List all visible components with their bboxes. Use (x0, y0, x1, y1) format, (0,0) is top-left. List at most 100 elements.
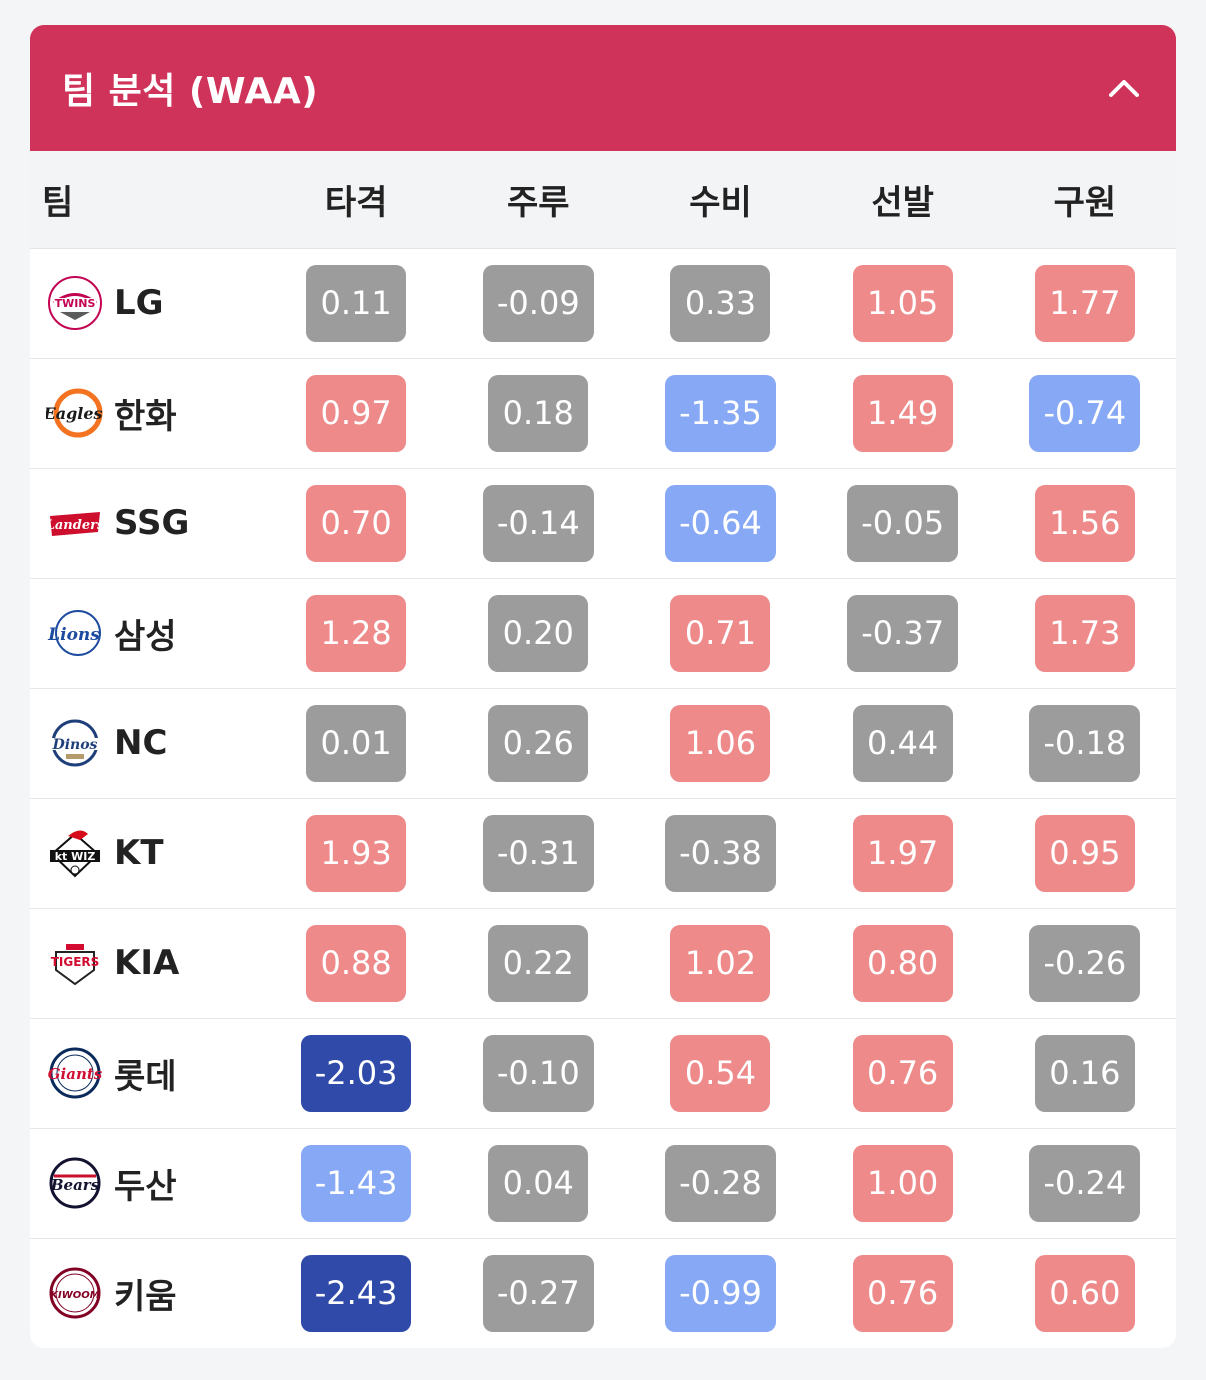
waa-value-badge: 0.26 (488, 704, 589, 782)
waa-value-badge: -0.24 (1029, 1144, 1141, 1222)
table-row: Giants 롯데 -2.03 -0.10 0.54 0.76 0.16 (30, 1018, 1176, 1128)
svg-text:Dinos: Dinos (52, 737, 98, 753)
waa-value-badge: 1.49 (852, 374, 953, 452)
team-cell: Giants 롯데 (30, 1018, 265, 1128)
batting-cell: 1.28 (265, 578, 447, 688)
svg-text:TIGERS: TIGERS (51, 955, 100, 969)
ssg-landers-logo-icon: Landers (46, 494, 104, 552)
waa-value-badge: 1.02 (670, 924, 771, 1002)
starting-cell: 0.76 (812, 1238, 994, 1348)
waa-value-badge: -0.18 (1029, 704, 1141, 782)
defense-cell: -0.38 (629, 798, 811, 908)
hanwha-eagles-logo-icon: Eagles (46, 384, 104, 442)
batting-cell: -2.43 (265, 1238, 447, 1348)
team-name: SSG (114, 503, 190, 543)
column-header-relief: 구원 (1053, 182, 1117, 223)
waa-value-badge: 0.33 (670, 264, 771, 342)
batting-cell: 0.11 (265, 248, 447, 358)
team-cell: TIGERS KIA (30, 908, 265, 1018)
starting-cell: 1.05 (812, 248, 994, 358)
table-row: TIGERS KIA 0.88 0.22 1.02 0.80 -0.26 (30, 908, 1176, 1018)
batting-cell: 0.88 (265, 908, 447, 1018)
team-name: KIA (114, 943, 180, 983)
waa-value-badge: -0.27 (482, 1254, 594, 1332)
defense-cell: 0.71 (629, 578, 811, 688)
waa-value-badge: 0.97 (306, 374, 407, 452)
collapse-chevron-up-icon[interactable] (1104, 68, 1144, 108)
baserunning-cell: 0.04 (447, 1128, 629, 1238)
starting-cell: 0.80 (812, 908, 994, 1018)
table-row: Dinos NC 0.01 0.26 1.06 0.44 -0.18 (30, 688, 1176, 798)
svg-text:KIWOOM: KIWOOM (50, 1290, 100, 1301)
waa-value-badge: 0.76 (852, 1034, 953, 1112)
starting-cell: 0.44 (812, 688, 994, 798)
starting-cell: 1.97 (812, 798, 994, 908)
svg-text:Giants: Giants (48, 1065, 103, 1083)
waa-value-badge: 1.00 (852, 1144, 953, 1222)
waa-value-badge: 1.05 (852, 264, 953, 342)
card-title: 팀 분석 (WAA) (62, 71, 319, 112)
waa-value-badge: -0.64 (665, 484, 776, 562)
relief-cell: 0.16 (994, 1018, 1176, 1128)
waa-value-badge: 1.77 (1034, 264, 1135, 342)
waa-value-badge: 0.88 (306, 924, 407, 1002)
batting-cell: 0.97 (265, 358, 447, 468)
baserunning-cell: -0.10 (447, 1018, 629, 1128)
team-name: 롯데 (114, 1056, 177, 1097)
relief-cell: -0.24 (994, 1128, 1176, 1238)
waa-value-badge: 0.20 (488, 594, 589, 672)
baserunning-cell: 0.18 (447, 358, 629, 468)
relief-cell: 1.73 (994, 578, 1176, 688)
batting-cell: -2.03 (265, 1018, 447, 1128)
doosan-bears-logo-icon: Bears (46, 1154, 104, 1212)
svg-text:Landers: Landers (46, 518, 104, 533)
defense-cell: 0.54 (629, 1018, 811, 1128)
column-header-baserunning: 주루 (507, 182, 570, 223)
column-header-team: 팀 (42, 182, 74, 223)
kia-tigers-logo-icon: TIGERS (46, 934, 104, 992)
card-header[interactable]: 팀 분석 (WAA) (30, 25, 1176, 151)
waa-value-badge: 1.06 (670, 704, 771, 782)
waa-value-badge: 0.01 (306, 704, 407, 782)
batting-cell: 0.70 (265, 468, 447, 578)
team-name: 한화 (114, 396, 177, 437)
team-cell: kt WIZ KT (30, 798, 265, 908)
table-row: Landers SSG 0.70 -0.14 -0.64 -0.05 1.56 (30, 468, 1176, 578)
batting-cell: 0.01 (265, 688, 447, 798)
relief-cell: 1.56 (994, 468, 1176, 578)
waa-value-badge: 1.56 (1034, 484, 1135, 562)
waa-value-badge: 0.70 (306, 484, 407, 562)
waa-value-badge: -0.31 (482, 814, 594, 892)
lotte-giants-logo-icon: Giants (46, 1044, 104, 1102)
table-row: Lions 삼성 1.28 0.20 0.71 -0.37 1.73 (30, 578, 1176, 688)
waa-value-badge: 0.04 (488, 1144, 589, 1222)
waa-value-badge: -0.26 (1029, 924, 1141, 1002)
waa-value-badge: 1.28 (306, 594, 407, 672)
waa-value-badge: 0.54 (670, 1034, 771, 1112)
waa-value-badge: 0.44 (852, 704, 953, 782)
relief-cell: 1.77 (994, 248, 1176, 358)
svg-text:Bears: Bears (50, 1176, 100, 1194)
relief-cell: -0.26 (994, 908, 1176, 1018)
relief-cell: -0.74 (994, 358, 1176, 468)
team-cell: Lions 삼성 (30, 578, 265, 688)
samsung-lions-logo-icon: Lions (46, 604, 104, 662)
svg-text:TWINS: TWINS (55, 297, 96, 310)
table-row: kt WIZ KT 1.93 -0.31 -0.38 1.97 0.95 (30, 798, 1176, 908)
column-header-batting: 타격 (324, 182, 388, 223)
waa-value-badge: 0.16 (1034, 1034, 1135, 1112)
waa-value-badge: 0.22 (488, 924, 589, 1002)
starting-cell: 1.49 (812, 358, 994, 468)
waa-value-badge: -0.14 (482, 484, 594, 562)
defense-cell: 1.02 (629, 908, 811, 1018)
starting-cell: 0.76 (812, 1018, 994, 1128)
baserunning-cell: -0.09 (447, 248, 629, 358)
table-row: Eagles 한화 0.97 0.18 -1.35 1.49 -0.74 (30, 358, 1176, 468)
defense-cell: -0.28 (629, 1128, 811, 1238)
team-name: NC (114, 723, 168, 763)
svg-text:Lions: Lions (47, 625, 100, 645)
waa-table: 팀 타격 주루 수비 선발 구원 TWINS LG 0.11 -0.09 0.33 1.0… (30, 151, 1176, 1348)
kiwoom-heroes-logo-icon: KIWOOM (46, 1264, 104, 1322)
baserunning-cell: -0.14 (447, 468, 629, 578)
team-name: 키움 (114, 1276, 177, 1317)
